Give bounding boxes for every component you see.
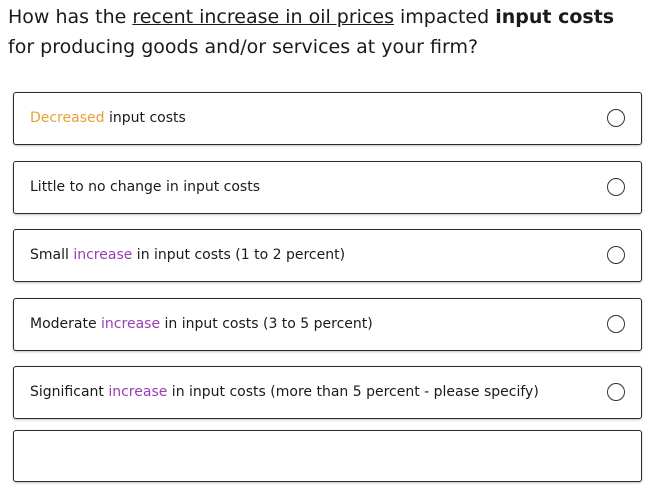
option-box[interactable]: Small increase in input costs (1 to 2 pe… [13,229,642,282]
text-segment: increase [73,247,133,263]
text-segment: Decreased [30,110,105,126]
text-segment: impacted [393,6,496,28]
specify-input[interactable] [13,430,642,482]
option-label: Significant increase in input costs (mor… [30,367,539,418]
text-segment: Little to no change in input costs [30,178,261,195]
option-box[interactable]: Significant increase in input costs (mor… [13,366,642,419]
radio-button[interactable] [607,383,625,401]
option-box[interactable]: Decreased input costs [13,92,642,145]
text-segment: input costs [495,6,615,28]
text-segment: How has the [8,6,133,28]
option-label: Little to no change in input costs [30,162,260,213]
option-label: Decreased input costs [30,93,186,144]
text-segment: in input costs (more than 5 percent - pl… [167,384,539,400]
text-segment: increase [108,384,168,400]
text-segment: in input costs (1 to 2 percent) [132,247,346,263]
radio-button[interactable] [607,177,625,196]
text-segment: increase [101,315,161,332]
text-segment: in input costs (3 to 5 percent) [160,315,373,332]
option-box[interactable]: Moderate increase in input costs (3 to 5… [13,297,642,351]
option-label: Moderate increase in input costs (3 to 5… [30,299,373,350]
text-segment: input costs [104,110,186,126]
text-segment: Small [30,247,74,263]
question-text: How has the recent increase in oil price… [8,2,628,62]
radio-button[interactable] [607,109,625,127]
text-segment: for producing goods and/or services at y… [8,36,479,58]
radio-button[interactable] [607,246,625,264]
option-label: Small increase in input costs (1 to 2 pe… [30,230,345,281]
text-segment: Significant [30,384,109,400]
text-segment: Moderate [30,315,102,332]
option-box[interactable]: Little to no change in input costs [13,160,642,214]
radio-button[interactable] [607,314,625,333]
text-segment: recent increase in oil prices [132,6,394,28]
